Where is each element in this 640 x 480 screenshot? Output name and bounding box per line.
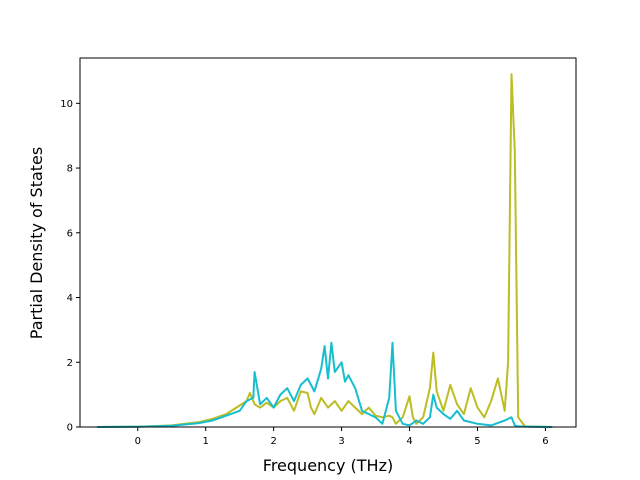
x-tick-label: 4	[406, 436, 412, 447]
x-tick-label: 5	[474, 436, 480, 447]
y-tick-label: 10	[60, 99, 73, 110]
x-tick-label: 3	[338, 436, 344, 447]
y-tick-label: 8	[67, 164, 73, 175]
x-tick-label: 2	[270, 436, 276, 447]
series-line-1	[96, 73, 553, 428]
x-tick-label: 0	[135, 436, 141, 447]
series-line-2	[96, 341, 553, 428]
plot-frame	[79, 57, 577, 428]
x-tick-label: 6	[542, 436, 548, 447]
y-tick-label: 2	[67, 358, 73, 369]
y-tick-label: 6	[67, 228, 73, 239]
y-tick-label: 4	[67, 293, 73, 304]
ticks-layer: 0 1 2 3 4 5 6 0 2 4 6 8 10	[60, 99, 548, 447]
lines-layer	[96, 73, 553, 428]
x-axis-label: Frequency (THz)	[263, 456, 393, 475]
x-tick-label: 1	[203, 436, 209, 447]
y-tick-label: 0	[67, 423, 73, 434]
y-axis-label: Partial Density of States	[27, 147, 46, 339]
